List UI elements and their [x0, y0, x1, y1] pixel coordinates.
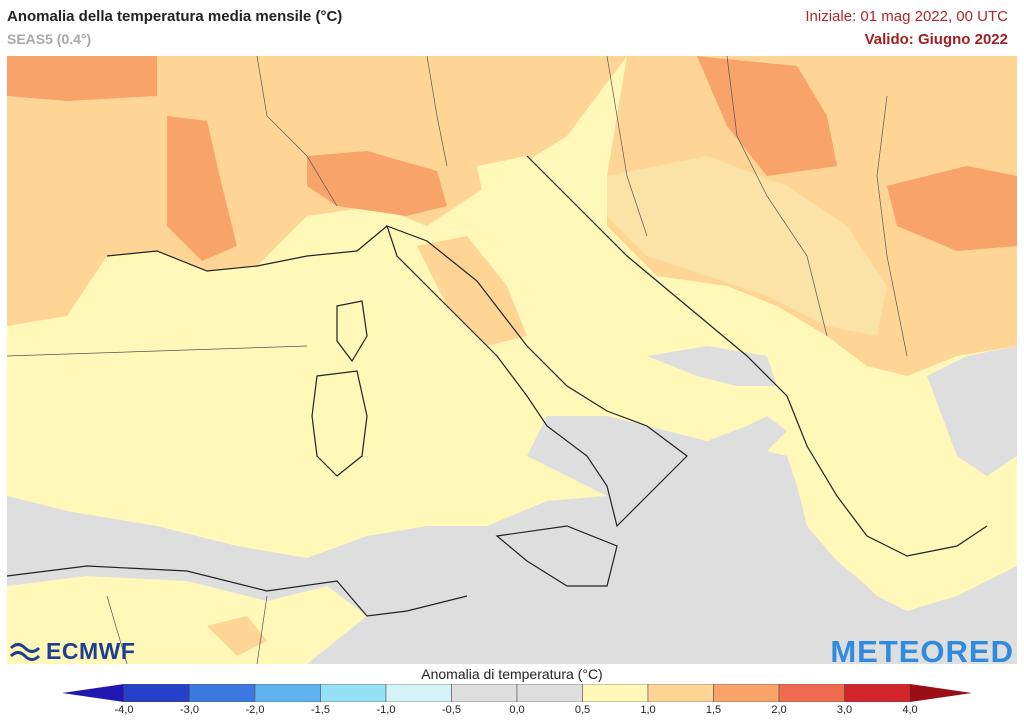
legend-tick-label: -1,0: [376, 704, 396, 716]
neutral-adriatic-area: [647, 346, 777, 386]
legend-tick-label: -4,0: [114, 704, 134, 716]
legend-color-bin: [320, 684, 387, 702]
legend-color-bin: [385, 684, 452, 702]
legend-color-bin: [647, 684, 714, 702]
legend-color-bin: [844, 684, 911, 702]
legend-tick-label: -1,5: [311, 704, 330, 716]
legend-color-bin: [582, 684, 649, 702]
ecmwf-logo: ECMWF: [8, 638, 135, 665]
legend-color-bin: [451, 684, 518, 702]
africa-orange-patch: [207, 616, 267, 656]
ecmwf-wave-icon: [9, 642, 41, 661]
legend-tick-label: 2,0: [771, 704, 787, 716]
color-legend: [62, 684, 972, 702]
balkan-coastline: [526, 155, 988, 557]
legend-color-bin: [516, 684, 583, 702]
legend-overflow-arrow: [910, 684, 972, 702]
valid-period: Valido: Giugno 2022: [864, 31, 1008, 48]
france-coastline: [106, 225, 388, 272]
country-borders: [7, 56, 908, 664]
neutral-aegean-area: [927, 346, 1017, 476]
legend-tick-label: 1,5: [705, 704, 722, 716]
legend-ticks: -4,0 -3,0 -2,0 -1,5 -1,0 -0,5 0,0 0,5 1,0 1,5 2,0 3…: [0, 704, 1024, 720]
legend-tick-label: 1,0: [640, 704, 656, 716]
legend-tick-label: -2,0: [245, 704, 265, 716]
anomaly-map: [7, 56, 1017, 664]
legend-tick-label: 0,0: [509, 704, 525, 716]
model-subtitle: SEAS5 (0.4°): [7, 31, 92, 47]
northwest-hot-area: [7, 56, 157, 101]
legend-tick-label: -0,5: [442, 704, 461, 716]
init-time: Iniziale: 01 mag 2022, 00 UTC: [805, 8, 1008, 25]
italy-coastline: [386, 224, 688, 528]
legend-color-bin: [123, 684, 190, 702]
legend-color-bin: [254, 684, 321, 702]
map-title: Anomalia della temperatura media mensile…: [7, 8, 343, 25]
ecmwf-logo-text: ECMWF: [46, 638, 136, 664]
legend-underflow-arrow: [62, 684, 124, 702]
legend-color-bin: [189, 684, 256, 702]
rhone-hot-area: [167, 116, 237, 261]
corsica-coastline: [336, 300, 368, 363]
legend-tick-label: -3,0: [180, 704, 199, 716]
legend-tick-label: 0,5: [574, 704, 591, 716]
africa-warm-area: [7, 576, 367, 664]
legend-color-bin: [713, 684, 780, 702]
legend-color-bin: [778, 684, 845, 702]
romania-hot-area: [887, 166, 1017, 251]
legend-tick-label: 4,0: [902, 704, 918, 716]
balkan-gradient-area: [607, 156, 887, 336]
meteored-logo: METEORED: [830, 634, 1014, 669]
legend-tick-label: 3,0: [836, 704, 853, 716]
header: Anomalia della temperatura media mensile…: [0, 0, 1024, 56]
alps-hot-area: [307, 151, 447, 216]
adriatic-sea: [477, 156, 667, 336]
sicily-coastline: [495, 525, 618, 587]
italy-warm-area: [417, 236, 527, 346]
hungary-hot-area: [697, 56, 837, 176]
legend-title: Anomalia di temperatura (°C): [421, 666, 603, 682]
sardinia-coastline: [311, 370, 368, 477]
africa-coastline: [7, 565, 468, 617]
